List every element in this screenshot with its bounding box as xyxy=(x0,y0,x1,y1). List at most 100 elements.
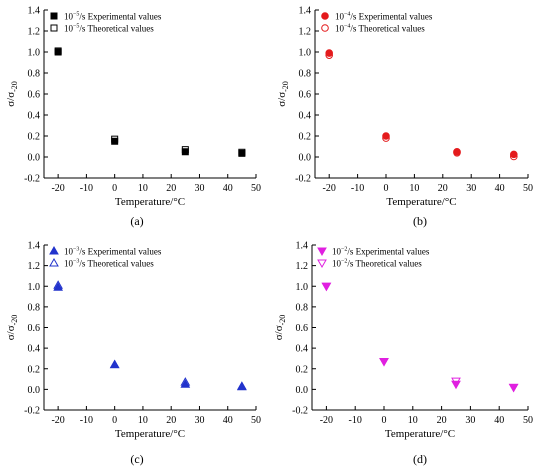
y-tick-label: 0.8 xyxy=(28,69,41,80)
x-axis-label: Temperature/°C xyxy=(386,196,456,208)
y-tick-label: 1.0 xyxy=(299,48,312,59)
legend-entry-text: /s Theoretical values xyxy=(350,24,425,34)
data-point xyxy=(451,380,461,390)
y-axis-label: σ/σ-20 xyxy=(273,315,287,341)
x-tick-label: 0 xyxy=(112,183,117,194)
chart-panel: -0.2 0.0 0.2 0.4 0.6 0.8 1.0 1.2 1.4 -20 -10 0 10 20 3… xyxy=(5,6,261,209)
data-point xyxy=(325,49,334,57)
data-point xyxy=(382,132,390,140)
legend-entry: 10−4/s Theoretical values xyxy=(335,24,425,34)
legend-entry-exponent: −2 xyxy=(341,259,347,265)
x-tick-label: 0 xyxy=(112,415,117,426)
data-point xyxy=(379,358,389,367)
x-tick-label: 50 xyxy=(251,415,261,426)
panel-caption: (a) xyxy=(130,214,143,228)
y-tick-label: 1.2 xyxy=(28,261,41,272)
data-point xyxy=(180,379,191,388)
y-tick-label: 0.4 xyxy=(296,344,309,355)
x-axis-label: Temperature/°C xyxy=(385,428,455,440)
x-tick-label: 20 xyxy=(437,415,447,426)
data-point xyxy=(54,48,62,56)
x-tick-label: 50 xyxy=(251,183,261,194)
y-tick-label: 1.4 xyxy=(28,241,41,252)
legend-entry: 10−2/s Experimental values xyxy=(332,247,430,257)
x-tick-label: 30 xyxy=(465,415,475,426)
y-axis-label-subscript: -20 xyxy=(278,315,287,326)
legend-marker xyxy=(50,24,58,32)
y-tick-label: 0.0 xyxy=(28,153,41,164)
y-axis-label-subscript: -20 xyxy=(10,81,19,92)
y-tick-label: 0.0 xyxy=(296,385,309,396)
x-tick-label: 20 xyxy=(166,183,176,194)
x-tick-label: 30 xyxy=(194,183,204,194)
x-tick-label: 0 xyxy=(382,415,387,426)
legend-entry-text: /s Experimental values xyxy=(79,12,161,22)
legend-entry-base: 10 xyxy=(332,259,342,269)
y-tick-label: 1.0 xyxy=(28,48,41,59)
legend-marker xyxy=(317,259,327,269)
y-tick-label: 0.6 xyxy=(296,323,309,334)
y-tick-label: 0.4 xyxy=(28,344,41,355)
legend-entry: 10−3/s Theoretical values xyxy=(64,259,154,269)
y-tick-label: 0.4 xyxy=(28,111,41,122)
x-tick-label: 40 xyxy=(495,183,505,194)
legend-marker xyxy=(50,12,58,20)
y-tick-label: -0.2 xyxy=(292,406,308,417)
legend-entry: 10−2/s Theoretical values xyxy=(332,259,422,269)
x-tick-label: 40 xyxy=(223,415,233,426)
legend-marker xyxy=(49,245,59,255)
x-tick-label: 30 xyxy=(466,183,476,194)
legend-entry-exponent: −4 xyxy=(344,12,350,18)
legend-entry-exponent: −2 xyxy=(341,247,347,253)
legend-marker xyxy=(49,257,59,267)
y-axis-label-main: σ/σ xyxy=(273,325,285,340)
x-axis-label: Temperature/°C xyxy=(115,428,185,440)
y-tick-label: 1.2 xyxy=(296,261,309,272)
x-tick-label: -10 xyxy=(80,415,93,426)
y-tick-label: 0.2 xyxy=(296,364,309,375)
y-tick-label: -0.2 xyxy=(24,174,40,185)
legend-entry-exponent: −3 xyxy=(73,259,79,265)
y-tick-label: 1.4 xyxy=(28,6,41,17)
x-tick-label: 40 xyxy=(494,415,504,426)
data-point xyxy=(111,137,119,145)
panel-caption: (b) xyxy=(413,214,427,228)
legend-entry: 10−3/s Experimental values xyxy=(64,247,162,257)
x-tick-label: 0 xyxy=(384,183,389,194)
legend-entry-base: 10 xyxy=(332,247,342,257)
y-tick-label: 0.2 xyxy=(28,364,41,375)
panel-caption: (c) xyxy=(130,452,143,466)
x-tick-label: 40 xyxy=(223,183,233,194)
x-tick-label: 10 xyxy=(408,415,418,426)
x-tick-label: -20 xyxy=(320,415,333,426)
y-tick-label: -0.2 xyxy=(24,406,40,417)
x-tick-label: 10 xyxy=(138,415,148,426)
chart-panel: -0.2 0.0 0.2 0.4 0.6 0.8 1.0 1.2 1.4 -20 -10 0 10 20 3… xyxy=(276,6,533,209)
legend-marker xyxy=(321,24,329,32)
y-tick-label: 1.0 xyxy=(28,282,41,293)
y-tick-label: 0.2 xyxy=(28,132,41,143)
y-tick-label: 0.8 xyxy=(299,69,312,80)
chart-panel: -0.2 0.0 0.2 0.4 0.6 0.8 1.0 1.2 1.4 -20 -10 0 10 20 3… xyxy=(5,241,261,441)
y-tick-label: 1.4 xyxy=(299,6,312,17)
x-tick-label: 50 xyxy=(523,183,533,194)
legend-marker xyxy=(321,12,329,20)
y-axis-label: σ/σ-20 xyxy=(5,315,19,341)
x-tick-label: 50 xyxy=(523,415,533,426)
y-tick-label: 0.4 xyxy=(299,111,312,122)
y-tick-label: 0.0 xyxy=(299,153,312,164)
y-tick-label: 1.0 xyxy=(296,282,309,293)
x-tick-label: -20 xyxy=(51,183,64,194)
y-axis-label-main: σ/σ xyxy=(5,92,17,107)
x-tick-label: 20 xyxy=(438,183,448,194)
y-tick-label: 0.0 xyxy=(28,385,41,396)
y-tick-label: 1.2 xyxy=(299,27,312,38)
legend-entry-base: 10 xyxy=(335,12,345,22)
legend-entry: 10−4/s Experimental values xyxy=(335,12,433,22)
x-tick-label: 20 xyxy=(166,415,176,426)
legend-entry-exponent: −5 xyxy=(73,12,79,18)
y-axis-label-main: σ/σ xyxy=(276,92,288,107)
legend-entry: 10−5/s Experimental values xyxy=(64,12,162,22)
x-tick-label: -10 xyxy=(351,183,364,194)
data-point xyxy=(53,282,63,291)
